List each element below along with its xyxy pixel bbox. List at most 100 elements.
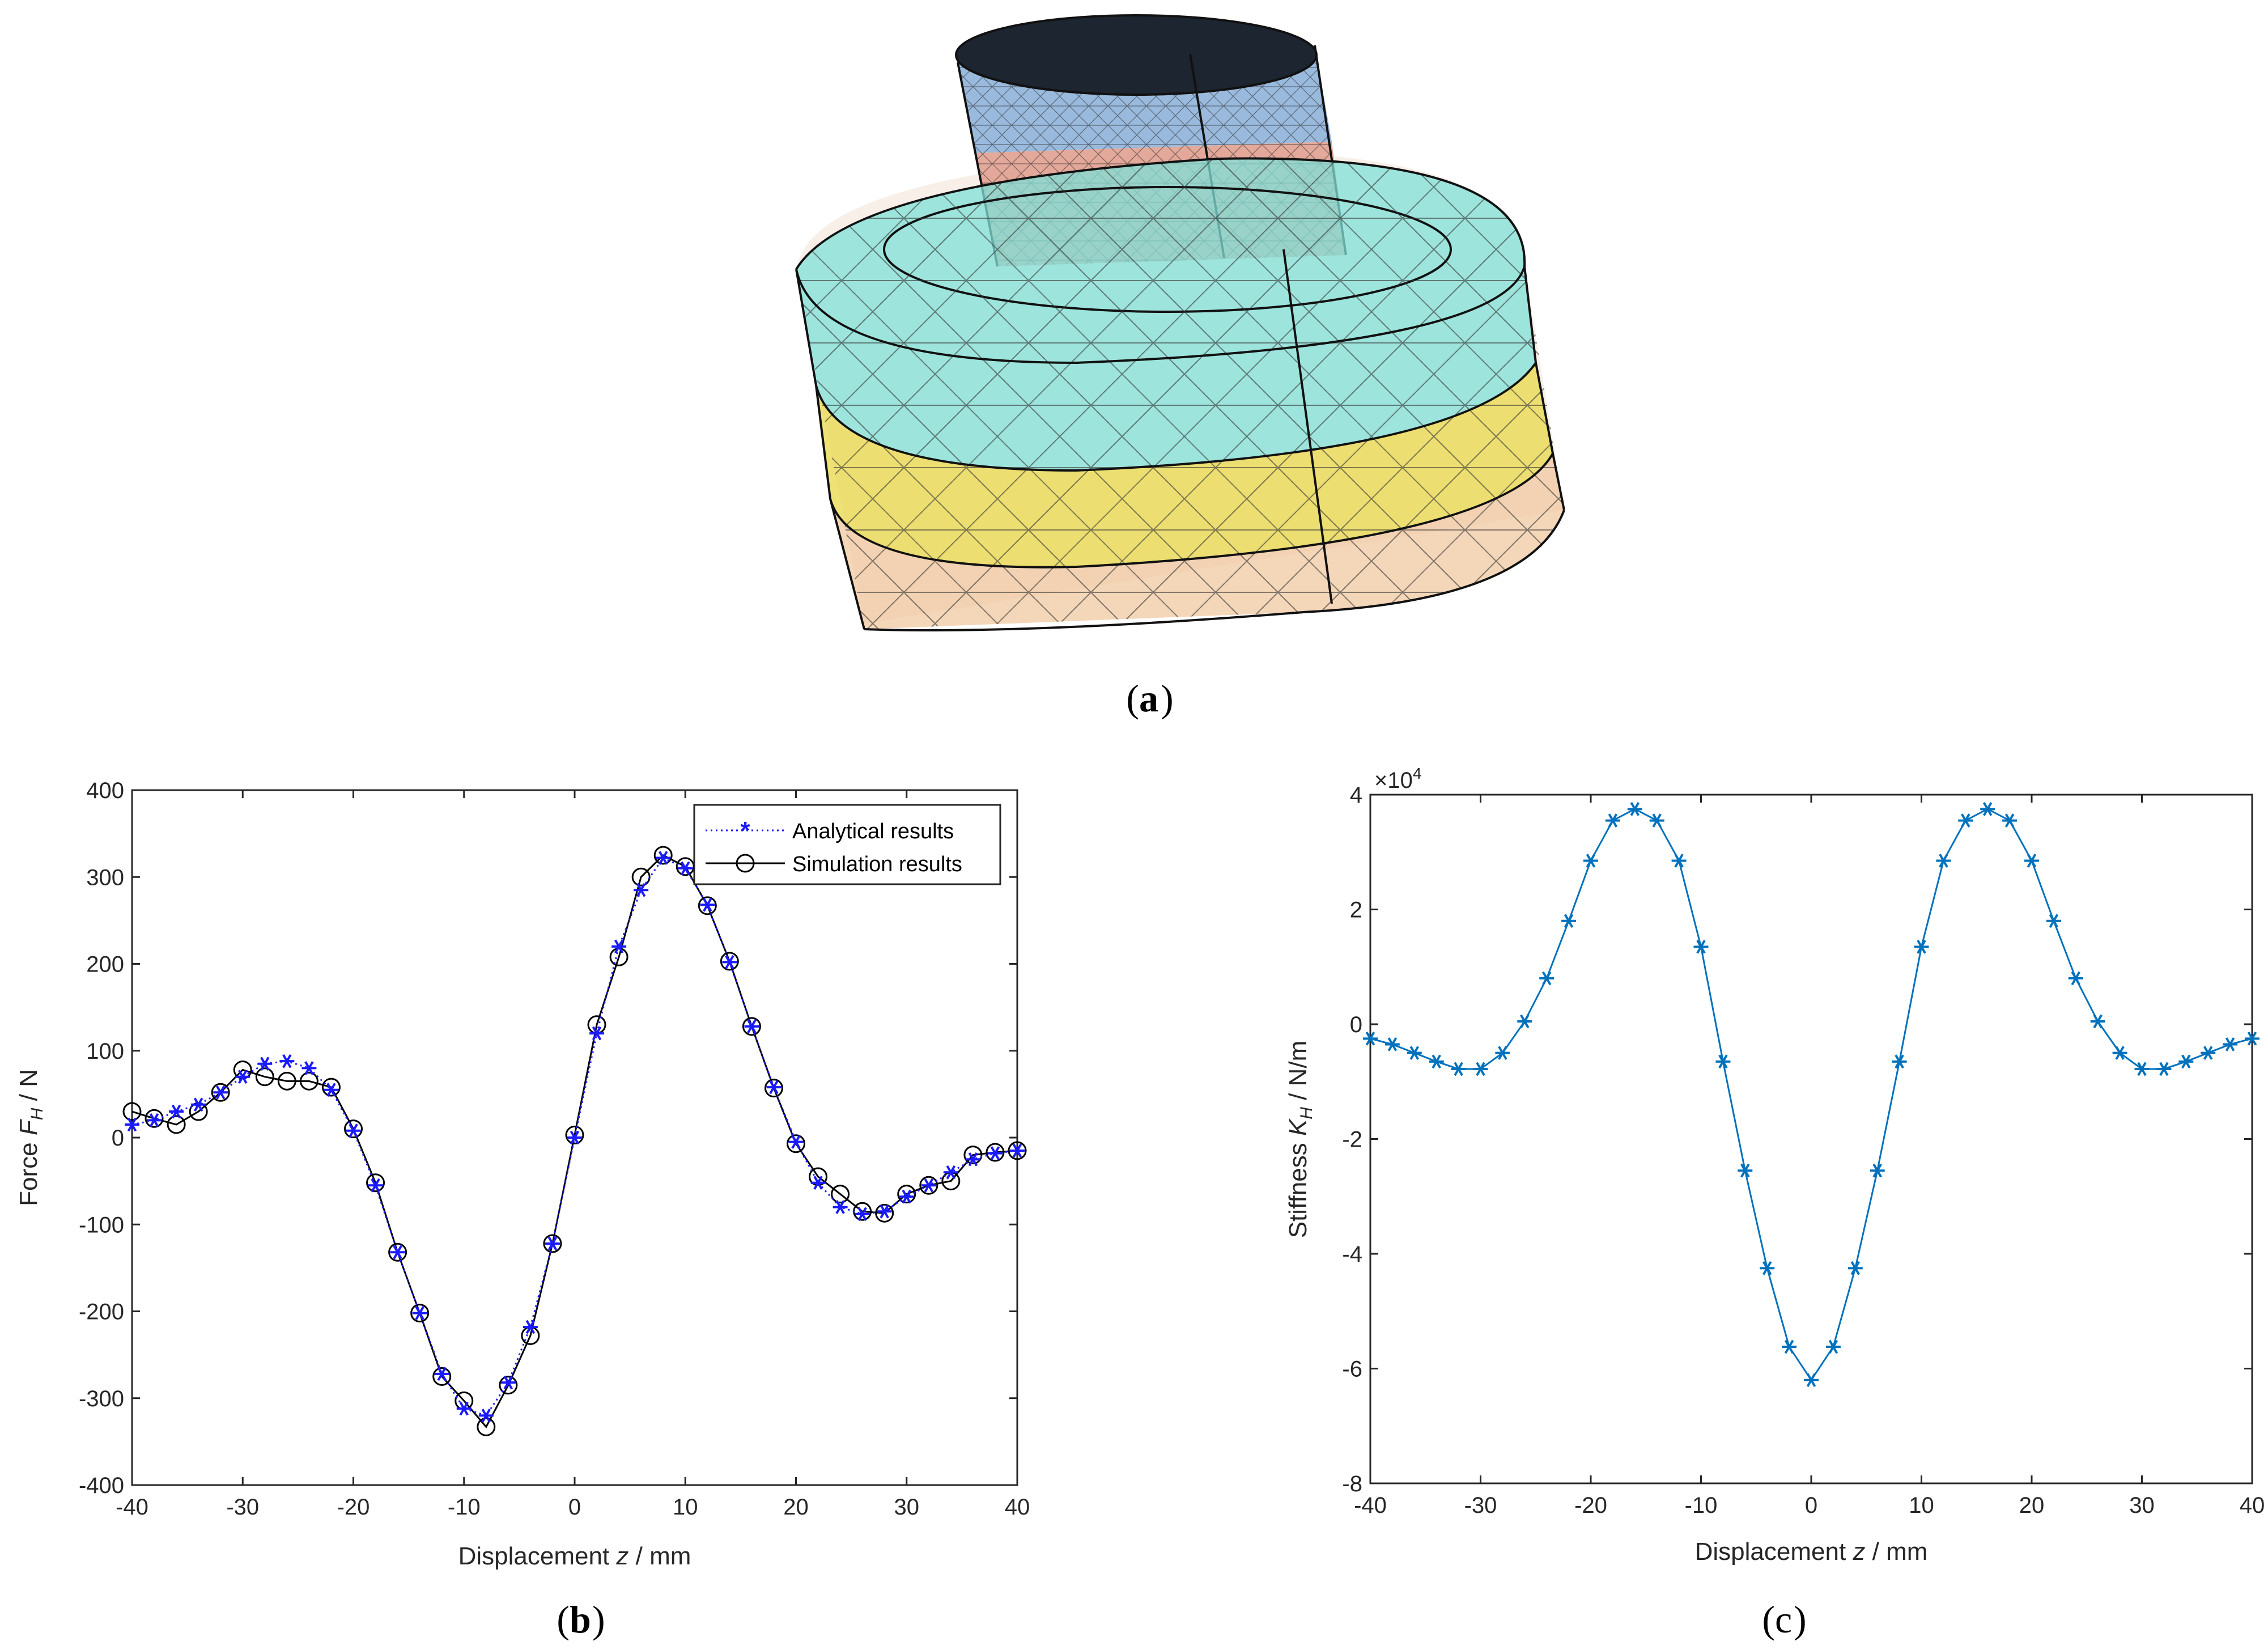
data-point — [456, 1401, 472, 1416]
data-point — [855, 1207, 870, 1221]
data-point — [1782, 1339, 1797, 1354]
data-point — [279, 1054, 295, 1068]
data-point — [963, 1146, 983, 1165]
data-point — [2134, 1062, 2150, 1076]
y-tick-label: 0 — [1350, 1012, 1362, 1037]
data-point — [700, 897, 715, 912]
x-tick-label: -20 — [1574, 1493, 1607, 1518]
data-point — [523, 1320, 538, 1334]
y-tick-label: -300 — [79, 1386, 124, 1411]
data-point — [321, 1078, 341, 1097]
data-point — [169, 1104, 184, 1119]
data-point — [788, 1135, 804, 1149]
data-point — [943, 1165, 958, 1180]
data-point — [2046, 914, 2061, 928]
x-tick-label: -30 — [226, 1495, 259, 1520]
data-point — [1539, 971, 1555, 986]
x-tick-label: 30 — [2129, 1493, 2155, 1518]
y-tick-label: -100 — [79, 1212, 124, 1237]
data-point — [1495, 1046, 1510, 1060]
y-tick-label: -200 — [79, 1300, 124, 1325]
data-point — [678, 861, 693, 876]
data-point — [631, 867, 651, 886]
x-axis-label-c: Displacement z / mm — [1695, 1538, 1928, 1566]
y-tick-label: 100 — [86, 1039, 124, 1064]
data-point — [1914, 940, 1929, 954]
data-point — [235, 1070, 250, 1084]
data-point — [1605, 813, 1620, 828]
data-point — [500, 1375, 516, 1390]
plot-area-c — [1369, 794, 2253, 1484]
data-point — [1760, 1261, 1775, 1275]
data-point — [1958, 813, 1973, 828]
data-point — [147, 1113, 162, 1127]
x-tick-label: 10 — [1909, 1493, 1934, 1518]
data-point — [1010, 1143, 1025, 1158]
data-point — [1847, 1261, 1863, 1275]
data-point — [410, 1304, 430, 1323]
data-point — [545, 1236, 560, 1251]
data-point — [744, 1019, 759, 1034]
data-point — [611, 939, 627, 954]
panel-b-close: ) — [592, 1598, 605, 1641]
data-point — [1561, 914, 1577, 928]
data-point — [987, 1146, 1003, 1160]
data-point — [412, 1306, 427, 1320]
data-point — [1936, 854, 1951, 868]
data-point — [2090, 1014, 2105, 1029]
data-point — [368, 1178, 383, 1193]
y-tick-label: -8 — [1342, 1471, 1362, 1496]
y-tick-label: -400 — [79, 1473, 124, 1498]
data-point — [1363, 1032, 1378, 1046]
svg-text:(: ( — [1126, 677, 1139, 720]
data-point — [764, 1079, 783, 1098]
y-tick-label: 0 — [112, 1126, 124, 1151]
data-point — [432, 1367, 452, 1386]
data-point — [1008, 1141, 1027, 1160]
data-point — [1693, 940, 1709, 954]
y-tick-label: 200 — [86, 952, 124, 977]
data-point — [1627, 802, 1642, 816]
data-point — [1384, 1037, 1400, 1051]
data-point — [1517, 1014, 1532, 1029]
data-point — [1583, 854, 1598, 868]
data-point — [720, 952, 739, 971]
x-tick-label: -30 — [1464, 1493, 1497, 1518]
data-point — [211, 1083, 230, 1102]
x-tick-label: 30 — [894, 1495, 920, 1520]
cylinder-top-opening — [955, 14, 1318, 96]
data-point — [191, 1097, 206, 1112]
data-point — [344, 1119, 363, 1139]
data-point — [1407, 1046, 1422, 1060]
data-point — [434, 1367, 449, 1381]
data-point — [145, 1109, 164, 1128]
data-point — [875, 1203, 894, 1223]
data-point — [1738, 1163, 1753, 1178]
data-point — [877, 1204, 892, 1219]
data-point — [167, 1115, 186, 1134]
data-point — [477, 1417, 496, 1436]
data-point — [809, 1167, 828, 1186]
data-point — [1451, 1062, 1466, 1076]
data-point — [742, 1017, 761, 1036]
data-point — [986, 1143, 1005, 1162]
data-point — [897, 1185, 916, 1204]
data-point — [1473, 1062, 1488, 1076]
x-tick-label: 40 — [1005, 1495, 1030, 1520]
data-point — [257, 1057, 273, 1071]
y-tick-label: 300 — [86, 865, 124, 890]
data-point — [589, 1026, 605, 1041]
data-point — [787, 1134, 805, 1153]
data-point — [499, 1376, 518, 1395]
data-point — [390, 1245, 405, 1259]
data-point — [1429, 1054, 1444, 1069]
data-point — [965, 1152, 980, 1167]
x-tick-label: -10 — [448, 1495, 481, 1520]
data-point — [2245, 1032, 2259, 1046]
y-axis-label-b: Force FH / N — [15, 1069, 46, 1206]
force-chart: -40 -30 -20 -10 0 10 20 30 40-400-300-200-100010… — [15, 778, 1030, 1570]
x-tick-label: -40 — [1354, 1493, 1387, 1518]
x-tick-label: 0 — [1805, 1493, 1817, 1518]
y-tick-label: 2 — [1350, 898, 1362, 923]
